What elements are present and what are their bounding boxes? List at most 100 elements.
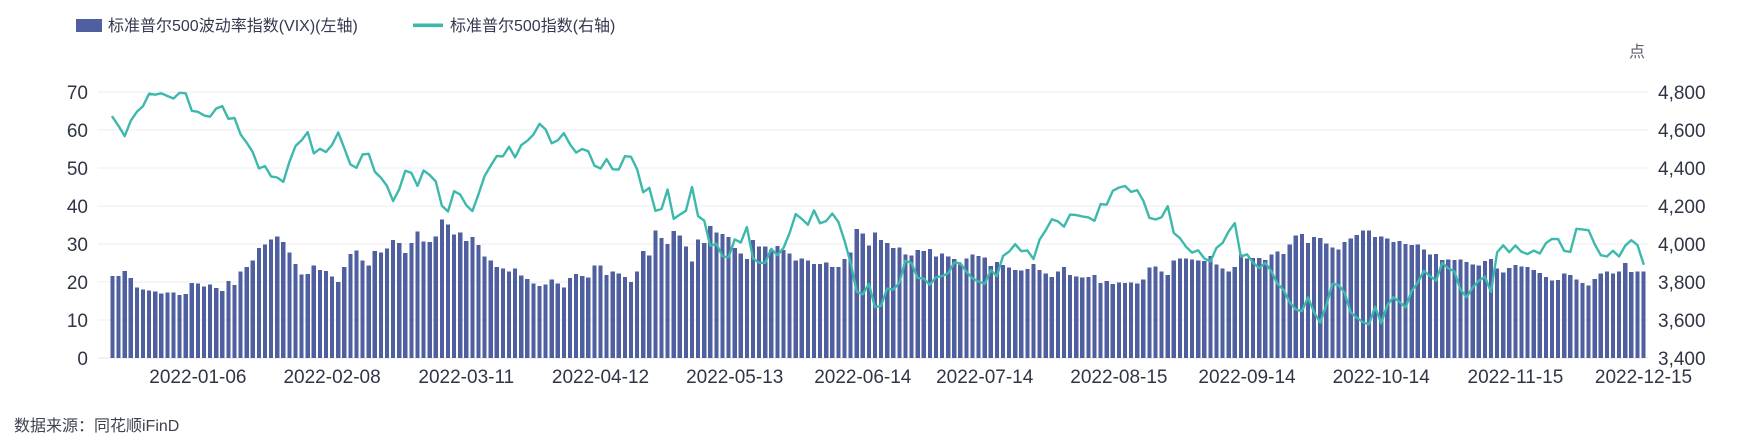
sp500-line-series <box>111 91 1645 326</box>
vix-bar <box>1190 259 1195 358</box>
vix-bar <box>128 278 133 358</box>
right-axis-ticks: 3,400 3,600 3,800 4,000 4,200 4,400 4,600 4,800 <box>1658 83 1706 370</box>
vix-bar <box>592 265 597 358</box>
vix-bar <box>207 284 213 358</box>
vix-bar <box>555 283 560 358</box>
vix-bar <box>1604 271 1609 358</box>
vix-bar <box>1415 244 1420 358</box>
vix-bar <box>1434 253 1439 358</box>
vix-bar <box>1129 282 1134 358</box>
vix-bar <box>933 256 939 358</box>
legend-item-sp500[interactable]: 标准普尔500指数(右轴) <box>413 17 615 35</box>
vix-bar <box>1049 277 1054 358</box>
vix-bar <box>1257 258 1262 358</box>
x-axis-tick-label: 2022-01-06 <box>149 367 246 388</box>
vix-bar <box>708 225 713 358</box>
vix-bar <box>1159 271 1164 358</box>
vix-bar <box>1312 237 1317 358</box>
vix-bar <box>1446 259 1451 358</box>
vix-bar <box>1275 251 1280 358</box>
vix-bar <box>250 260 255 358</box>
vix-bar <box>519 275 524 358</box>
right-axis-tick-label: 3,600 <box>1658 311 1706 332</box>
vix-bar <box>1495 268 1500 358</box>
vix-bar <box>1385 238 1390 358</box>
vix-bar <box>214 288 219 358</box>
vix-bar <box>293 263 298 358</box>
vix-bar <box>1116 282 1122 358</box>
vix-bar <box>1598 273 1603 358</box>
left-axis-tick-label: 0 <box>77 349 88 370</box>
vix-bar <box>561 287 566 358</box>
vix-bar <box>470 237 475 358</box>
vix-bar <box>854 228 859 358</box>
vix-bar <box>268 239 274 358</box>
vix-bar <box>311 265 316 358</box>
vix-bar <box>445 224 451 358</box>
vix-bar <box>1074 276 1079 358</box>
vix-bar <box>397 242 402 358</box>
right-axis-tick-label: 3,400 <box>1658 349 1706 370</box>
vix-bar <box>512 268 518 358</box>
vix-bar <box>1641 271 1646 358</box>
vix-bar <box>970 254 975 358</box>
data-source-caption: 数据来源：同花顺iFinD <box>14 418 180 435</box>
vix-bar <box>964 258 969 358</box>
vix-bar <box>451 234 457 358</box>
x-axis-tick-label: 2022-05-13 <box>686 367 783 388</box>
vix-bar <box>897 247 902 358</box>
vix-bar <box>244 267 249 358</box>
vix-bar <box>409 243 414 358</box>
vix-bar <box>220 291 225 358</box>
sp500-line <box>111 91 1645 326</box>
vix-bar <box>183 293 188 358</box>
vix-bar <box>500 268 505 358</box>
legend-label-vix: 标准普尔500波动率指数(VIX)(左轴) <box>108 17 358 35</box>
vix-bar <box>671 231 676 358</box>
left-axis-ticks: 0 10 20 30 40 50 60 70 <box>67 83 88 370</box>
vix-bar <box>573 274 579 358</box>
vix-bar <box>1171 260 1176 358</box>
vix-bar <box>567 278 573 358</box>
vix-bar <box>464 240 469 358</box>
x-axis-ticks: 2022-01-06 2022-02-08 2022-03-11 2022-04-12… <box>149 367 1692 388</box>
vix-bar <box>122 270 127 358</box>
vix-bar <box>799 258 804 358</box>
vix-bar <box>543 284 548 358</box>
vix-bar <box>1342 242 1347 358</box>
x-axis-tick-label: 2022-03-11 <box>418 367 514 388</box>
vix-bar <box>1336 249 1341 358</box>
vix-bar <box>1244 258 1250 358</box>
vix-bar <box>427 242 432 358</box>
legend-label-sp500: 标准普尔500指数(右轴) <box>450 17 615 35</box>
vix-bar <box>1470 264 1475 358</box>
left-axis-tick-label: 30 <box>67 235 88 256</box>
vix-bar <box>476 244 481 358</box>
vix-bar <box>1556 280 1561 358</box>
right-axis-tick-label: 4,600 <box>1658 121 1706 142</box>
legend-item-vix[interactable]: 标准普尔500波动率指数(VIX)(左轴) <box>76 17 358 35</box>
vix-bar <box>1141 279 1146 358</box>
vix-bar <box>647 255 652 358</box>
vix-bar <box>695 239 701 358</box>
vix-bar <box>531 283 536 358</box>
vix-bar <box>329 276 335 358</box>
vix-bar <box>811 264 817 358</box>
vix-bar <box>1251 258 1256 358</box>
vix-bar <box>1080 277 1085 358</box>
vix-bar <box>1013 270 1018 358</box>
vix-bar <box>1110 283 1115 358</box>
vix-bar <box>1208 255 1213 358</box>
vix-bar <box>1269 254 1274 358</box>
vix-bar <box>1501 272 1506 358</box>
vix-bar <box>177 294 182 358</box>
vix-bar <box>1476 265 1481 358</box>
vix-bar <box>1354 234 1359 358</box>
vix-bar <box>848 252 853 358</box>
vix-bar <box>1427 254 1433 358</box>
vix-bar <box>1568 274 1573 358</box>
vix-bar <box>915 250 920 358</box>
vix-bar <box>586 277 591 358</box>
right-axis-tick-label: 4,000 <box>1658 235 1706 256</box>
